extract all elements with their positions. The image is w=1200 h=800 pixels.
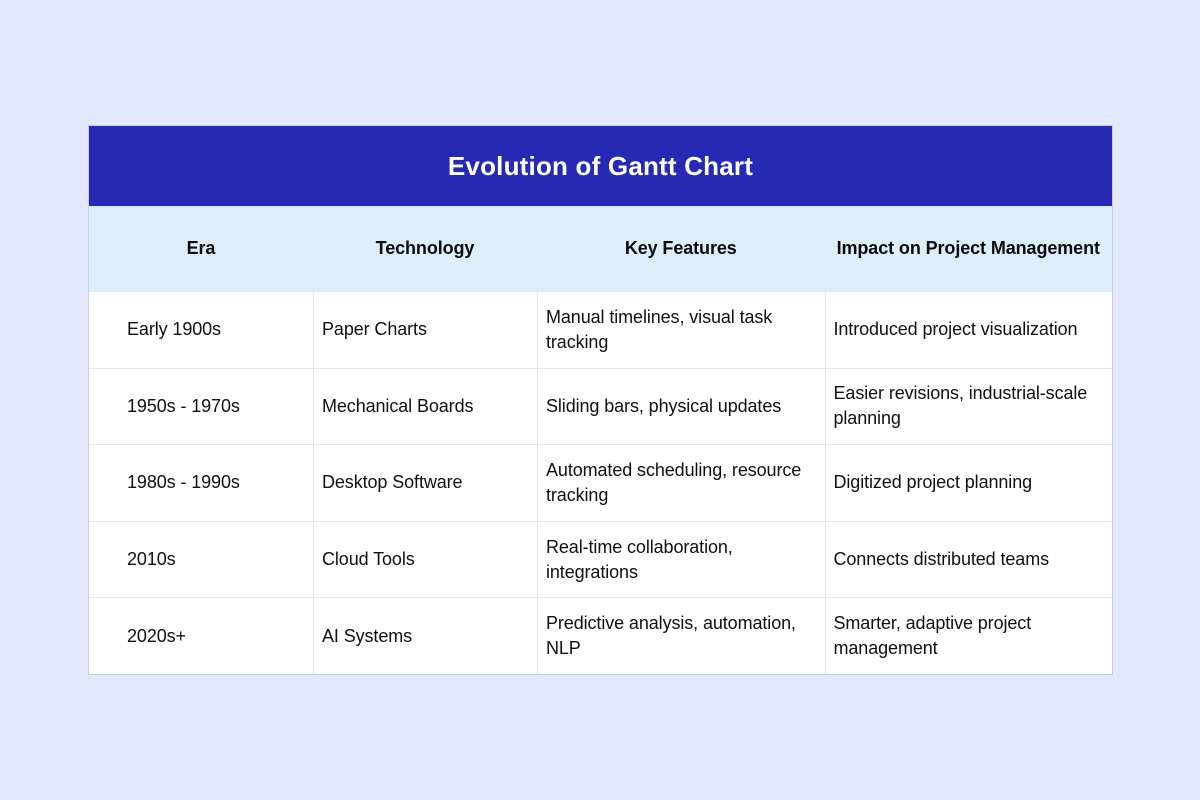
gantt-evolution-table: Evolution of Gantt Chart Era Technology …: [88, 125, 1113, 675]
table-cell-key-features: Real-time collaboration, integrations: [537, 520, 825, 598]
table-cell-era: 2020s+: [89, 597, 313, 674]
table-cell-technology: Cloud Tools: [313, 520, 537, 598]
table-cell-era: 1950s - 1970s: [89, 367, 313, 445]
table-cell-impact: Easier revisions, industrial-scale plann…: [824, 367, 1112, 445]
table-cell-technology: Desktop Software: [313, 444, 537, 521]
table-cell-era: 1980s - 1990s: [89, 444, 313, 521]
table-cell-key-features: Manual timelines, visual task tracking: [537, 291, 825, 368]
column-header-key-features: Key Features: [537, 206, 825, 291]
table-cell-era: 2010s: [89, 520, 313, 598]
table-cell-impact: Digitized project planning: [824, 444, 1112, 521]
table-header-row: Era Technology Key Features Impact on Pr…: [89, 206, 1112, 291]
table-cell-key-features: Predictive analysis, automation, NLP: [537, 597, 825, 674]
table-cell-key-features: Automated scheduling, resource tracking: [537, 444, 825, 521]
table-title-band: Evolution of Gantt Chart: [89, 126, 1112, 206]
table-cell-technology: Mechanical Boards: [313, 367, 537, 445]
table-cell-impact: Introduced project visualization: [824, 291, 1112, 368]
table-cell-technology: AI Systems: [313, 597, 537, 674]
table-cell-impact: Connects distributed teams: [824, 520, 1112, 598]
column-header-technology: Technology: [313, 206, 537, 291]
column-header-impact: Impact on Project Management: [824, 206, 1112, 291]
column-header-era: Era: [89, 206, 313, 291]
table-cell-technology: Paper Charts: [313, 291, 537, 368]
table-cell-key-features: Sliding bars, physical updates: [537, 367, 825, 445]
table-cell-impact: Smarter, adaptive project management: [824, 597, 1112, 674]
table-body: Early 1900s Paper Charts Manual timeline…: [89, 291, 1112, 674]
table-cell-era: Early 1900s: [89, 291, 313, 368]
table-title: Evolution of Gantt Chart: [447, 150, 754, 181]
